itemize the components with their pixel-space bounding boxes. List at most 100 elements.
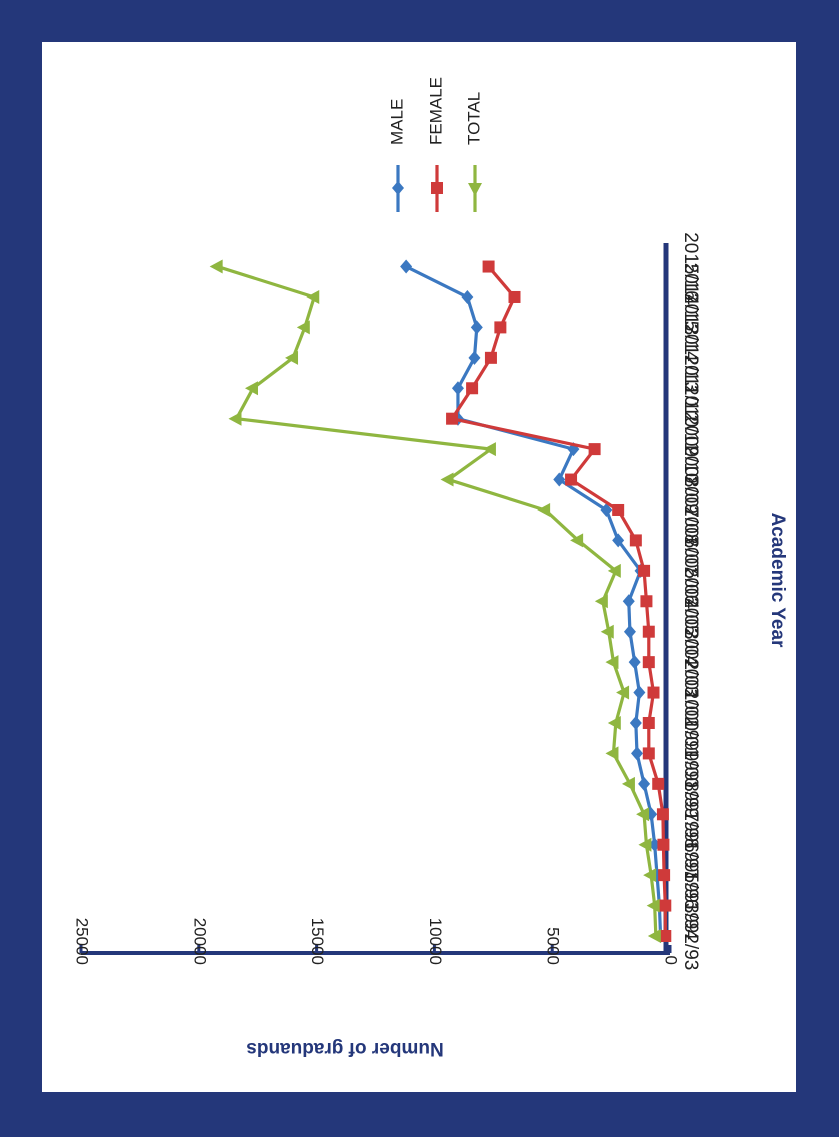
data-point-female [642,625,655,638]
legend-marker-total [468,183,482,196]
data-point-male [631,746,644,761]
data-point-male [451,381,464,396]
data-point-total [594,594,608,609]
data-point-total [616,685,630,700]
value-tick-label: 25000 [73,918,92,965]
category-tick-label: 2000/01 [680,689,701,758]
data-point-female [642,747,655,760]
data-point-total [440,472,454,487]
data-point-total [605,746,619,761]
data-point-total [209,259,223,274]
data-point-total [285,350,299,365]
data-point-male [629,715,642,730]
data-point-female [494,321,507,334]
data-point-total [306,289,320,304]
value-tick-label: 0 [662,956,681,965]
data-point-male [648,837,661,852]
category-tick-label: 2004/05 [680,567,701,636]
data-point-total [244,381,258,396]
category-tick-label: 1997/98 [680,780,701,849]
data-point-total [228,411,242,426]
category-tick-label: 2007/08 [680,476,701,545]
data-point-male [623,624,636,639]
category-tick-label: 2010/11 [680,385,701,452]
data-point-female [642,656,655,669]
data-point-male [468,350,481,365]
value-tick-label: 10000 [426,918,445,965]
data-point-female [659,899,672,912]
category-tick-label: 2006/07 [680,506,701,575]
category-tick-label: 1993/94 [680,871,701,940]
category-tick-label: 1996/97 [680,810,701,879]
data-point-total [636,807,650,822]
data-point-male [600,502,613,517]
category-tick-label: 2012/13 [680,323,701,392]
data-point-female [658,869,671,882]
category-tick-label: 2011/12 [680,355,701,422]
data-point-female [657,838,670,851]
category-tick-label: 2001/02 [680,658,701,727]
data-point-total [647,929,661,943]
data-point-female [656,808,669,821]
data-point-female [446,412,459,425]
data-point-female [612,503,625,516]
data-point-female [640,595,653,608]
series-line-male [405,265,663,937]
category-tick-label: 1998/99 [680,750,701,819]
x-axis-title: Academic Year [767,513,788,648]
category-tick-label: 1995/96 [680,841,701,910]
data-point-male [553,472,566,487]
category-tick-label: 2003/04 [680,597,701,666]
data-point-female [466,382,479,395]
data-point-total [621,776,635,791]
data-point-male [622,594,635,609]
data-point-total [643,868,657,883]
legend-label-total: TOTAL [464,92,483,145]
data-point-male [628,655,641,670]
category-tick-label: 2009/10 [680,415,701,484]
data-point-total [607,563,621,578]
y-axis-title: Number of graduands [246,1038,443,1059]
data-point-male [400,259,413,274]
data-point-total [296,320,310,335]
legend-label-female: FEMALE [426,77,445,145]
data-point-total [607,715,621,730]
data-point-total [638,837,652,852]
data-point-female [565,473,578,486]
data-point-female [629,534,642,547]
data-point-female [642,716,655,729]
data-point-total [600,624,614,639]
chart-panel [42,42,796,1092]
value-tick-label: 15000 [308,918,327,965]
data-point-total [482,442,496,457]
category-tick-label: 1992/93 [680,902,701,971]
category-tick-label: 2005/06 [680,536,701,605]
legend-label-male: MALE [387,99,406,145]
data-point-total [537,502,551,517]
value-tick-label: 20000 [190,918,209,965]
data-point-female [638,564,651,577]
data-point-female [652,777,665,790]
category-tick-label: 2008/09 [680,445,701,514]
data-point-male [612,533,625,548]
data-point-female [659,930,672,942]
legend-marker-male [392,181,404,195]
data-point-total [570,533,584,548]
data-point-female [647,686,660,699]
legend-marker-female [431,182,443,194]
series-line-total [217,265,658,937]
value-tick-label: 5000 [544,927,563,965]
data-point-male [633,685,646,700]
data-point-total [646,898,660,913]
data-point-male [470,320,483,335]
data-point-female [508,290,521,303]
data-point-male [638,776,651,791]
data-point-female [482,260,495,273]
data-point-male [461,289,474,304]
data-point-female [588,443,601,456]
category-tick-label: 2013/14 [680,293,701,362]
category-tick-label: 1999/00 [680,719,701,788]
